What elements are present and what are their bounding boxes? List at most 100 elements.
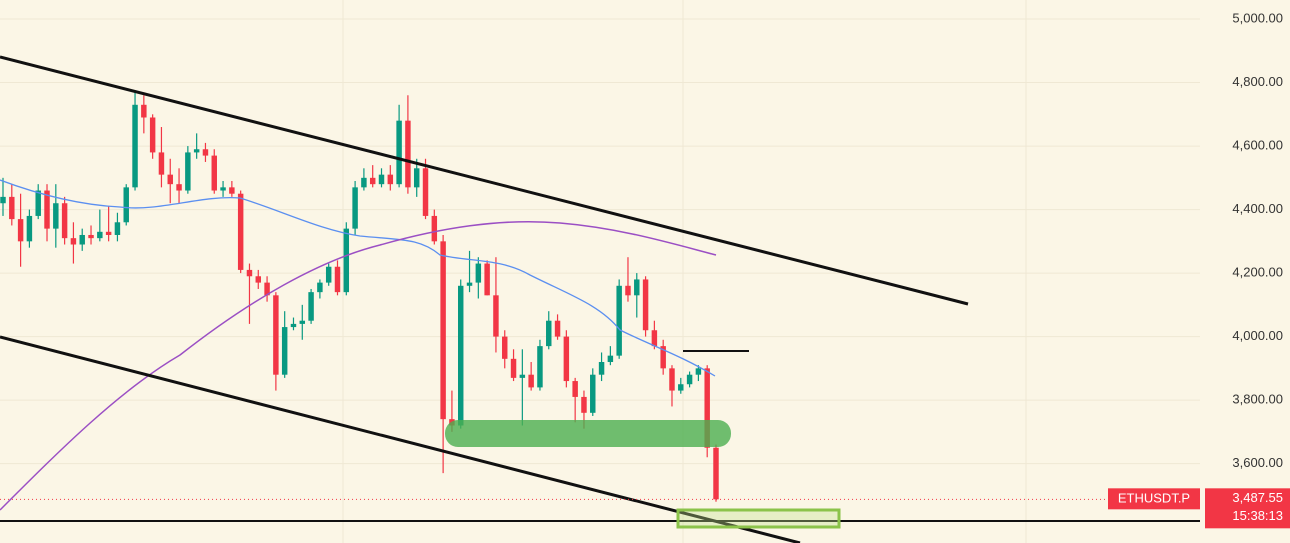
candle-body	[26, 215, 33, 242]
candle-body	[387, 174, 394, 185]
y-tick-label: 3,800.00	[1232, 392, 1283, 407]
candle-body	[528, 374, 534, 388]
candle-body	[537, 346, 543, 388]
candle-body	[704, 368, 710, 448]
price-tag	[1205, 488, 1290, 529]
candle-body	[149, 117, 156, 153]
candle-body	[114, 222, 121, 235]
candle-body	[686, 374, 693, 385]
candle-body	[308, 292, 314, 321]
candle-body	[695, 368, 702, 375]
candle-body	[61, 203, 68, 239]
candle-body	[167, 174, 173, 185]
symbol-tag	[1108, 488, 1200, 510]
candle-body	[466, 282, 473, 286]
symbol-label: ETHUSDT.P	[1118, 490, 1190, 505]
price-axis: 3,600.00 3,800.00 4,000.00 4,200.00 4,400.00…	[0, 10, 1290, 529]
candle-body	[105, 231, 112, 235]
countdown-label: 15:38:13	[1232, 508, 1283, 523]
candle-body	[325, 266, 332, 283]
candle-body	[88, 234, 94, 239]
candle-body	[35, 190, 41, 216]
candles	[0, 92, 719, 502]
candle-body	[369, 177, 376, 185]
target-box	[676, 508, 841, 529]
candle-body	[651, 330, 658, 347]
grid	[0, 0, 1200, 543]
candle-body	[713, 447, 719, 500]
candle-body	[255, 276, 262, 283]
candle-body	[229, 187, 235, 194]
candle-body	[405, 120, 411, 188]
candle-body	[211, 155, 217, 191]
candle-body	[642, 279, 649, 331]
candle-body	[176, 184, 182, 191]
candle-body	[299, 320, 306, 324]
drawings	[0, 55, 1200, 543]
candle-body	[9, 196, 15, 220]
candle-body	[158, 152, 165, 175]
candle-body	[79, 234, 85, 245]
candle-body	[563, 336, 570, 382]
candle-body	[123, 187, 129, 223]
candle-body	[334, 266, 341, 293]
candle-body	[264, 282, 270, 296]
candle-body	[202, 149, 209, 156]
candle-body	[378, 174, 385, 185]
candle-body	[352, 187, 358, 229]
candle-body	[70, 238, 77, 245]
y-tick-label: 4,800.00	[1232, 74, 1283, 89]
candle-body	[317, 282, 323, 293]
trendline	[0, 335, 801, 543]
candle-body	[44, 190, 50, 229]
candle-body	[457, 285, 464, 426]
candle-body	[581, 396, 587, 413]
candle-body	[343, 228, 350, 293]
candle-body	[17, 219, 24, 242]
candle-body	[220, 187, 226, 191]
candle-body	[361, 177, 367, 188]
candle-body	[413, 168, 420, 188]
y-tick-label: 4,400.00	[1232, 201, 1283, 216]
candle-body	[97, 231, 103, 239]
candle-body	[132, 104, 138, 188]
candle-body	[281, 327, 288, 375]
candle-body	[53, 203, 59, 229]
candle-body	[141, 104, 147, 118]
candle-body	[678, 384, 684, 391]
candle-body	[590, 374, 596, 413]
trendline	[0, 55, 969, 306]
candle-body	[273, 295, 279, 375]
candle-body	[475, 263, 482, 283]
candle-body	[431, 215, 438, 242]
y-tick-label: 4,600.00	[1232, 138, 1283, 153]
last-price-label: 3,487.55	[1232, 490, 1283, 505]
candle-body	[510, 358, 517, 378]
candle-body	[634, 279, 640, 296]
y-tick-label: 4,200.00	[1232, 265, 1283, 280]
candle-body	[660, 346, 666, 369]
y-tick-label: 4,000.00	[1232, 328, 1283, 343]
y-tick-label: 3,600.00	[1232, 455, 1283, 470]
candle-body	[607, 355, 614, 362]
candle-body	[572, 381, 578, 397]
support-zone	[445, 420, 731, 447]
candle-body	[422, 168, 429, 216]
candle-body	[554, 320, 561, 337]
candle-body	[396, 120, 402, 185]
slow-ma	[0, 221, 717, 511]
fast-ma	[0, 179, 716, 377]
candle-body	[0, 196, 6, 204]
candle-body	[546, 320, 552, 347]
candle-body	[484, 263, 490, 296]
candle-body	[246, 269, 253, 277]
candle-body	[290, 323, 297, 328]
candle-body	[493, 295, 499, 337]
candle-body	[237, 193, 244, 270]
candle-body	[625, 285, 631, 296]
candle-body	[598, 362, 605, 375]
candle-body	[616, 285, 622, 356]
candle-body	[502, 336, 508, 359]
